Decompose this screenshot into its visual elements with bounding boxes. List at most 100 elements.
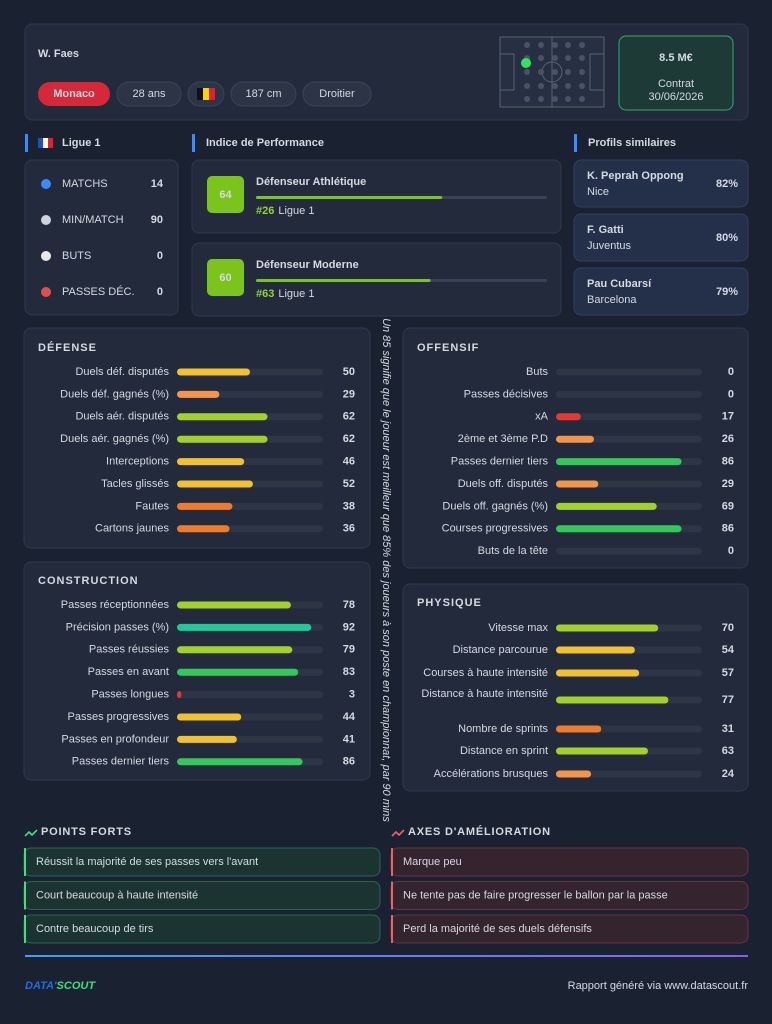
- item-edge: [24, 848, 26, 876]
- list-item: Court beaucoup à haute intensité: [36, 889, 198, 901]
- rank-league: Ligue 1: [278, 205, 314, 217]
- list-title: AXES D'AMÉLIORATION: [408, 825, 551, 838]
- pitch-box: [499, 53, 515, 91]
- metric-label: Passes progressives: [68, 711, 170, 723]
- profile-name: Défenseur Athlétique: [256, 176, 366, 188]
- score: 64: [219, 189, 232, 201]
- metric-label: Fautes: [135, 500, 169, 512]
- pitch-dot: [565, 69, 571, 75]
- pitch-dot: [538, 42, 544, 48]
- stat-value: 0: [157, 250, 163, 262]
- contract-end: 30/06/2026: [648, 91, 703, 103]
- percentile-bar: [177, 713, 242, 721]
- percentile-value: 41: [343, 733, 355, 745]
- pitch-dot: [565, 83, 571, 89]
- info: Droitier: [319, 88, 355, 100]
- club: Monaco: [53, 88, 95, 100]
- percentile-bar: [177, 758, 303, 766]
- percentile-bar: [556, 624, 659, 632]
- metric-label: 2ème et 3ème P.D: [458, 433, 548, 445]
- percentile-value: 83: [343, 666, 355, 678]
- section-heading: PHYSIQUE: [417, 597, 482, 609]
- pitch-dot: [538, 55, 544, 61]
- percentile-bar: [177, 601, 291, 609]
- metric-label: Précision passes (%): [66, 621, 169, 633]
- percentile-bar: [556, 747, 648, 755]
- pitch-dot: [524, 69, 530, 75]
- logo: DATA'SCOUT: [25, 980, 96, 992]
- rank: #26 Ligue 1: [256, 205, 314, 217]
- score: 60: [219, 272, 231, 284]
- list-item: Marque peu: [403, 856, 462, 868]
- pitch-dot: [565, 42, 571, 48]
- bar-track: [556, 390, 702, 398]
- bar-track: [177, 691, 323, 699]
- percentile-value: 46: [343, 456, 355, 468]
- percentile-value: 29: [343, 388, 355, 400]
- card: [573, 267, 749, 316]
- metric-label: Distance parcourue: [453, 644, 548, 656]
- metric-label: Passes dernier tiers: [72, 756, 170, 768]
- metric-label: Tacles glissés: [101, 478, 169, 490]
- percentile-bar: [556, 696, 669, 704]
- section-icon: [24, 829, 38, 837]
- percentile-bar: [177, 525, 230, 533]
- info-pill: [302, 81, 372, 107]
- pitch-dot: [552, 55, 558, 61]
- pitch-dot: [579, 42, 585, 48]
- percentile-bar: [556, 725, 602, 733]
- profile-name: Défenseur Moderne: [256, 259, 359, 271]
- stat-icon: [41, 215, 51, 225]
- percentile-value: 86: [722, 456, 734, 468]
- percentile-bar: [177, 458, 245, 466]
- metric-label: Courses progressives: [442, 523, 549, 535]
- percentile-bar: [556, 770, 592, 778]
- section-title: Ligue 1: [62, 137, 101, 149]
- percentile-bar: [177, 480, 253, 488]
- pitch-dot: [552, 42, 558, 48]
- percentile-value: 62: [343, 433, 355, 445]
- percentile-value: 77: [722, 694, 734, 706]
- pitch-dot: [538, 83, 544, 89]
- percentile-bar: [177, 413, 268, 421]
- similar-club: Nice: [587, 186, 609, 198]
- percentile-value: 44: [343, 711, 356, 723]
- section-heading: CONSTRUCTION: [38, 575, 139, 587]
- metric-label: Buts: [526, 366, 549, 378]
- percentile-value: 62: [343, 411, 355, 423]
- percentile-value: 38: [343, 500, 355, 512]
- pitch-dot: [579, 69, 585, 75]
- percentile-value: 52: [343, 478, 355, 490]
- percentile-bar: [177, 390, 220, 398]
- rank: #63 Ligue 1: [256, 288, 314, 300]
- pitch-dot: [524, 96, 530, 102]
- rank-number: #26: [256, 205, 274, 217]
- list-item: Contre beaucoup de tirs: [36, 923, 154, 935]
- percentile-bar: [177, 735, 237, 743]
- stat-label: MIN/MATCH: [62, 214, 124, 226]
- percentile-bar: [556, 669, 640, 677]
- flag-france: [43, 138, 48, 148]
- similarity: 82%: [716, 178, 738, 190]
- percentile-bar: [556, 458, 682, 466]
- percentile-bar: [177, 502, 233, 510]
- similar-club: Barcelona: [587, 294, 637, 306]
- section-icon: [391, 829, 405, 837]
- stat-icon: [41, 287, 51, 297]
- credit: Rapport généré via www.datascout.fr: [568, 980, 749, 992]
- stat-icon: [41, 251, 51, 261]
- section-marker: [192, 134, 195, 152]
- percentile-value: 17: [722, 411, 734, 423]
- stat-label: BUTS: [62, 250, 91, 262]
- section-heading: OFFENSIF: [417, 342, 479, 354]
- metric-label: Buts de la tête: [478, 545, 548, 557]
- percentile-value: 63: [722, 745, 734, 757]
- percentile-value: 78: [343, 599, 355, 611]
- metric-label: Passes dernier tiers: [451, 456, 549, 468]
- metric-label: Passes réceptionnées: [61, 599, 170, 611]
- score-bar: [256, 279, 431, 282]
- similar-name: K. Peprah Oppong: [587, 170, 684, 182]
- percentile-value: 86: [343, 756, 355, 768]
- player-name: W. Faes: [38, 48, 79, 60]
- stat-label: PASSES DÉC.: [62, 285, 135, 298]
